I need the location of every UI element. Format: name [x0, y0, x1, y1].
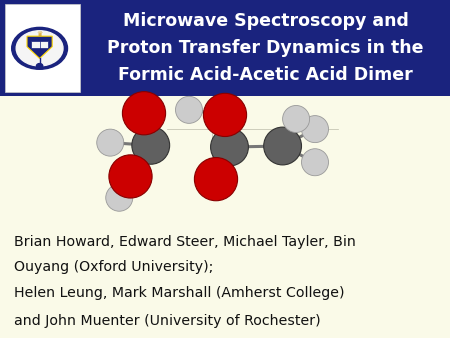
Bar	[32, 41, 48, 48]
Text: Proton Transfer Dynamics in the: Proton Transfer Dynamics in the	[107, 39, 424, 57]
Ellipse shape	[211, 128, 248, 166]
Ellipse shape	[132, 126, 170, 164]
Ellipse shape	[109, 155, 152, 198]
Ellipse shape	[176, 96, 202, 123]
Text: ♛: ♛	[36, 31, 43, 37]
Ellipse shape	[203, 93, 247, 137]
Ellipse shape	[283, 105, 310, 132]
FancyBboxPatch shape	[5, 4, 80, 92]
Ellipse shape	[302, 149, 328, 176]
Circle shape	[12, 27, 68, 69]
Ellipse shape	[122, 92, 166, 135]
Circle shape	[36, 64, 43, 68]
Polygon shape	[27, 36, 52, 58]
Ellipse shape	[264, 127, 302, 165]
Ellipse shape	[106, 184, 133, 211]
Text: Ouyang (Oxford University);: Ouyang (Oxford University);	[14, 260, 213, 274]
Circle shape	[16, 31, 63, 66]
Ellipse shape	[194, 158, 238, 201]
Ellipse shape	[97, 129, 124, 156]
Text: and John Muenter (University of Rochester): and John Muenter (University of Rocheste…	[14, 314, 320, 328]
Text: Formic Acid-Acetic Acid Dimer: Formic Acid-Acetic Acid Dimer	[118, 66, 413, 84]
FancyBboxPatch shape	[0, 0, 450, 96]
Text: Microwave Spectroscopy and: Microwave Spectroscopy and	[122, 12, 409, 30]
Text: Helen Leung, Mark Marshall (Amherst College): Helen Leung, Mark Marshall (Amherst Coll…	[14, 286, 344, 299]
Text: Brian Howard, Edward Steer, Michael Tayler, Bin: Brian Howard, Edward Steer, Michael Tayl…	[14, 235, 356, 249]
Ellipse shape	[302, 116, 328, 143]
